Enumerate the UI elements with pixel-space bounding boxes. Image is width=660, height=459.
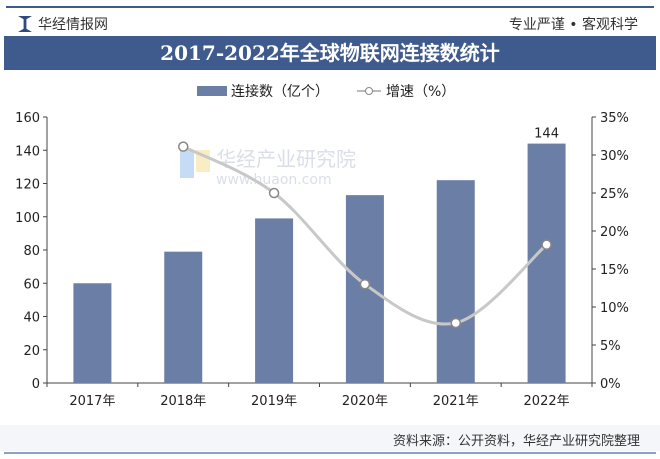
left-tick-label: 60 xyxy=(23,277,40,292)
chart-title: 2017-2022年全球物联网连接数统计 xyxy=(4,36,656,70)
footer-band xyxy=(0,425,660,451)
data-label: 144 xyxy=(534,127,559,142)
right-tick-label: 30% xyxy=(600,149,629,164)
bar-2019年 xyxy=(255,218,294,383)
right-tick-label: 5% xyxy=(600,339,621,354)
bar-2022年 xyxy=(527,143,566,383)
left-tick-label: 40 xyxy=(23,311,40,326)
x-tick-label: 2021年 xyxy=(433,394,479,409)
right-tick-label: 20% xyxy=(600,225,629,240)
brand: 华经情报网 xyxy=(18,14,108,34)
x-tick-label: 2020年 xyxy=(342,394,388,409)
growth-point xyxy=(541,239,552,250)
growth-point xyxy=(359,278,371,290)
left-tick-label: 20 xyxy=(23,344,40,359)
legend-bar-swatch xyxy=(197,86,227,96)
legend-line-marker xyxy=(365,87,373,95)
left-tick-label: 80 xyxy=(23,244,40,259)
x-tick-label: 2022年 xyxy=(524,394,570,409)
source-note: 资料来源：公开资料，华经产业研究院整理 xyxy=(392,434,640,449)
left-tick-label: 0 xyxy=(32,377,40,392)
watermark-url: www.huaon.com xyxy=(216,172,332,188)
growth-point xyxy=(268,187,280,199)
bar-2018年 xyxy=(164,251,203,383)
x-tick-label: 2019年 xyxy=(251,394,297,409)
right-tick-label: 35% xyxy=(600,111,629,126)
watermark-logo-icon xyxy=(180,150,194,178)
left-tick-label: 120 xyxy=(15,178,40,193)
growth-point xyxy=(178,141,189,152)
top-rule xyxy=(6,6,654,8)
x-tick-label: 2017年 xyxy=(69,394,115,409)
bottom-rule xyxy=(4,452,656,454)
watermark-text: 华经产业研究院 xyxy=(216,147,356,171)
right-tick-label: 25% xyxy=(600,187,629,202)
right-tick-label: 15% xyxy=(600,263,629,278)
right-tick-label: 10% xyxy=(600,301,629,316)
left-tick-label: 100 xyxy=(15,211,40,226)
bar-2017年 xyxy=(73,283,112,383)
growth-point xyxy=(450,317,461,329)
legend-bar-label: 连接数（亿个） xyxy=(231,83,329,100)
x-tick-label: 2018年 xyxy=(160,394,206,409)
left-tick-label: 160 xyxy=(15,111,40,126)
bar-2021年 xyxy=(436,180,475,383)
left-tick-label: 140 xyxy=(15,144,40,159)
legend-line-label: 增速（%） xyxy=(386,84,455,100)
slogan: 专业严谨 • 客观科学 xyxy=(508,17,638,33)
brand-name: 华经情报网 xyxy=(38,17,108,33)
right-tick-label: 0% xyxy=(600,377,621,392)
